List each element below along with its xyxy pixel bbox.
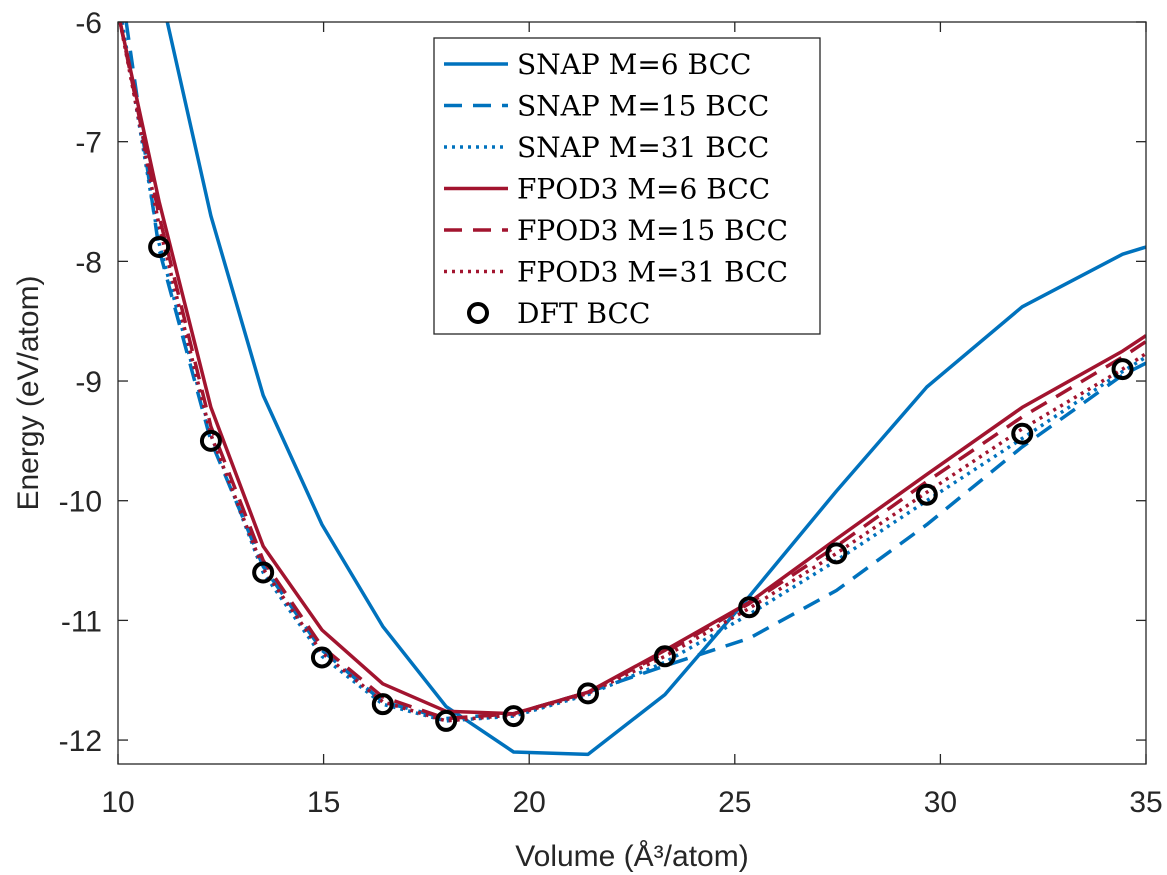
legend-label: FPOD3 M=6 BCC (517, 173, 770, 206)
legend-label: DFT BCC (517, 297, 650, 330)
y-axis-label: Energy (eV/atom) (12, 275, 45, 510)
y-tick-label: -8 (75, 246, 102, 279)
legend-label: SNAP M=15 BCC (517, 90, 769, 123)
x-tick-label: 25 (718, 786, 751, 819)
y-tick-label: -7 (75, 127, 102, 160)
y-axis-ticks: -6 -7 -8 -9 -10 -11 -12 (59, 7, 1146, 758)
dft-bcc-point (577, 682, 600, 705)
y-tick-label: -10 (59, 486, 102, 519)
series-line-fpod3-m-31-bcc (118, 22, 1146, 723)
legend: SNAP M=6 BCC SNAP M=15 BCC SNAP M=31 BCC FP… (433, 37, 821, 335)
y-tick-label: -11 (61, 605, 102, 638)
dft-bcc-point (310, 646, 333, 669)
plot-frame (117, 21, 1147, 765)
dft-bcc-point (1011, 422, 1034, 445)
x-tick-label: 35 (1129, 786, 1162, 819)
legend-box (433, 37, 821, 335)
series-layer (118, 22, 1146, 757)
x-tick-label: 30 (924, 786, 957, 819)
y-tick-label: -6 (75, 7, 102, 40)
dft-bcc-point (738, 596, 761, 619)
dft-bcc-point (825, 542, 848, 565)
legend-marker (467, 302, 489, 324)
x-tick-label: 15 (307, 786, 340, 819)
x-tick-label: 10 (101, 786, 134, 819)
dft-bcc-point (435, 709, 458, 732)
dft-bcc-point (1111, 358, 1134, 381)
x-axis-label: Volume (Å³/atom) (515, 840, 748, 873)
dft-bcc-point (148, 235, 171, 258)
legend-label: SNAP M=6 BCC (517, 48, 751, 81)
dft-bcc-point (502, 705, 525, 728)
marker-layer (148, 235, 1134, 732)
dft-bcc-point (915, 483, 938, 506)
x-axis-ticks: 10 15 20 25 30 35 (101, 22, 1163, 819)
x-tick-label: 20 (513, 786, 546, 819)
series-line-snap-m-6-bcc (165, 22, 1146, 757)
dft-bcc-point (252, 561, 275, 584)
legend-label: FPOD3 M=31 BCC (517, 256, 788, 289)
legend-label: SNAP M=31 BCC (517, 131, 769, 164)
y-tick-label: -12 (59, 725, 102, 758)
dft-bcc-point (371, 693, 394, 716)
legend-label: FPOD3 M=15 BCC (517, 214, 788, 247)
y-tick-label: -9 (75, 366, 102, 399)
dft-bcc-point (199, 429, 222, 452)
dft-bcc-point (653, 645, 676, 668)
